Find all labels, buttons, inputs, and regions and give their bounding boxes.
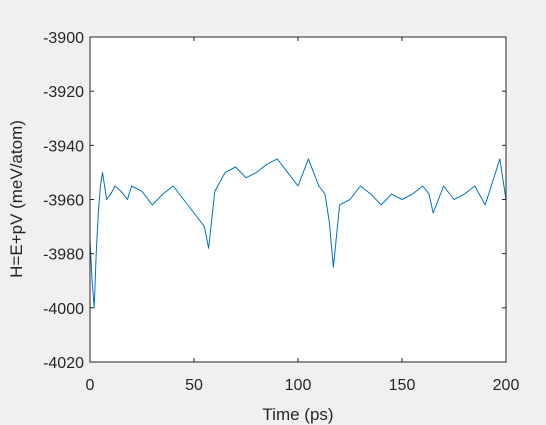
y-tick-label: -3940 [43, 138, 84, 155]
x-tick-layer: 0 50 100 150 200 [86, 37, 520, 394]
x-tick-label: 0 [86, 377, 95, 394]
y-tick-layer: -3900 -3920 -3940 -3960 -3980 -4000 -4020 [43, 30, 506, 372]
x-tick-label: 150 [389, 377, 416, 394]
y-tick-label: -3960 [43, 193, 84, 210]
x-tick-label: 100 [285, 377, 312, 394]
window-top-strip [0, 0, 546, 4]
y-tick-label: -3980 [43, 247, 84, 264]
y-tick-label: -3900 [43, 30, 84, 47]
plot-background [90, 37, 506, 362]
x-axis-label: Time (ps) [262, 405, 333, 424]
series-line-0 [89, 158, 507, 309]
y-axis-label: H=E+pV (meV/atom) [7, 120, 26, 278]
y-tick-label: -4000 [43, 301, 84, 318]
x-tick-label: 200 [493, 377, 520, 394]
x-tick-label: 50 [185, 377, 203, 394]
y-tick-label: -4020 [43, 355, 84, 372]
y-tick-label: -3920 [43, 84, 84, 101]
series-layer [89, 158, 507, 309]
